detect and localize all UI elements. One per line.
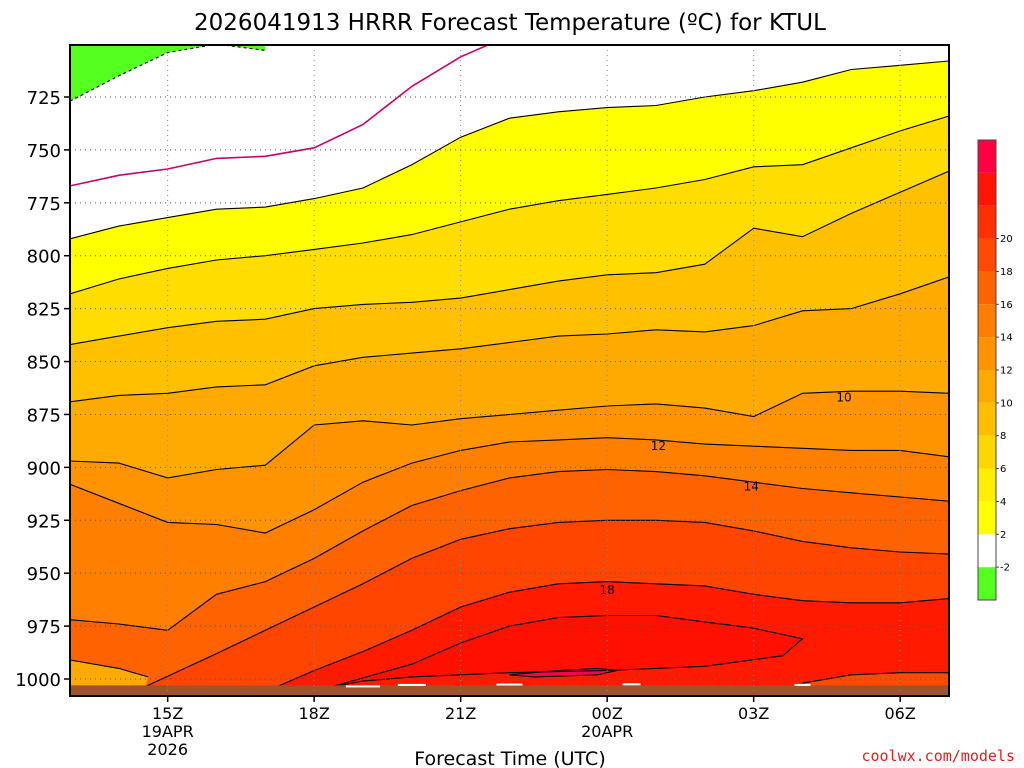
- colorbar-swatch: [978, 271, 996, 305]
- colorbar-swatch: [978, 140, 996, 173]
- colorbar-swatch: [978, 534, 996, 568]
- colorbar-label: 10: [1000, 398, 1013, 409]
- isotherm-8c: [70, 276, 949, 403]
- contour-label-12: 12: [651, 439, 666, 453]
- colorbar-swatch: [978, 172, 996, 206]
- surface-marker: [346, 685, 380, 688]
- xtick-label: 15Z: [152, 704, 183, 723]
- isotherm-4c: [70, 115, 949, 295]
- xtick-label: 2026: [147, 740, 188, 759]
- isotherm-2c: [70, 60, 949, 240]
- band-above-20c: [328, 615, 803, 688]
- colorbar-label: 16: [1000, 300, 1013, 311]
- isotherm-pocket: [70, 659, 149, 678]
- surface-marker: [622, 683, 641, 686]
- colorbar-swatch: [978, 468, 996, 502]
- isotherm-16c: [143, 519, 949, 688]
- colorbar-label: 14: [1000, 333, 1013, 344]
- colorbar-swatch: [978, 435, 996, 469]
- ytick-label: 900: [27, 458, 61, 479]
- credit-text: coolwx.com/models: [861, 747, 1015, 765]
- ytick-label: 850: [27, 353, 61, 374]
- xtick-label: 21Z: [445, 704, 476, 723]
- ground: [70, 685, 949, 696]
- xtick-label: 03Z: [738, 704, 769, 723]
- colorbar-swatch: [978, 304, 996, 338]
- colorbar-label: 6: [1000, 464, 1006, 475]
- colorbar-swatch: [978, 567, 996, 600]
- colorbar-label: -2: [1000, 563, 1010, 574]
- colorbar-label: 4: [1000, 497, 1006, 508]
- ytick-label: 1000: [15, 670, 61, 691]
- colorbar-label: 8: [1000, 431, 1006, 442]
- xtick-label: 19APR: [142, 722, 194, 741]
- isotherm-22c: [509, 667, 618, 678]
- plot-frame: [69, 44, 950, 697]
- colorbar-label: 2: [1000, 530, 1006, 541]
- colorbar-swatch: [978, 501, 996, 535]
- surface-marker: [397, 683, 426, 686]
- x-axis-label: Forecast Time (UTC): [414, 748, 605, 768]
- xtick-label: 20APR: [581, 722, 633, 741]
- xtick-label: 06Z: [885, 704, 916, 723]
- ytick-label: 825: [27, 300, 61, 321]
- colorbar-label: 20: [1000, 234, 1013, 245]
- colorbar-swatch: [978, 205, 996, 239]
- ytick-label: 950: [27, 564, 61, 585]
- colorbar-swatch: [978, 370, 996, 403]
- surface-marker: [496, 683, 523, 686]
- colorbar-label: 18: [1000, 267, 1013, 278]
- ytick-label: 800: [27, 247, 61, 268]
- ytick-label: 725: [27, 88, 61, 109]
- ytick-label: 875: [27, 405, 61, 426]
- grid: [70, 45, 949, 696]
- contour-label-10: 10: [836, 391, 851, 405]
- ytick-label: 750: [27, 141, 61, 162]
- xtick-label: 00Z: [592, 704, 623, 723]
- band-below-minus2: [70, 45, 266, 102]
- ytick-label: 925: [27, 511, 61, 532]
- colorbar-swatch: [978, 402, 996, 436]
- surface-marker: [794, 683, 811, 686]
- colorbar-label: 12: [1000, 366, 1013, 377]
- contour-label-14: 14: [744, 479, 759, 493]
- ytick-label: 975: [27, 617, 61, 638]
- isotherm-0c: [70, 45, 490, 187]
- isotherm-14c: [70, 468, 949, 631]
- isotherm-18c: [274, 581, 949, 689]
- colorbar-swatch: [978, 337, 996, 370]
- chart-title: 2026041913 HRRR Forecast Temperature (ºC…: [194, 10, 826, 36]
- isotherm-24c: [802, 672, 949, 684]
- colorbar-swatch: [978, 238, 996, 272]
- isotherm-10c: [70, 390, 949, 479]
- isotherm-12c: [70, 437, 949, 534]
- ytick-label: 775: [27, 194, 61, 215]
- y-axis: 725 750 775 800 825 850 875 900 925 950 975 1000: [15, 88, 70, 691]
- colorbar: -2 2 4 6 8 10 12 14 16 18 20: [977, 139, 1013, 601]
- isotherm-6c: [70, 170, 949, 346]
- isotherm--2c: [70, 45, 266, 102]
- isotherm-20c: [328, 614, 804, 689]
- xtick-label: 18Z: [299, 704, 330, 723]
